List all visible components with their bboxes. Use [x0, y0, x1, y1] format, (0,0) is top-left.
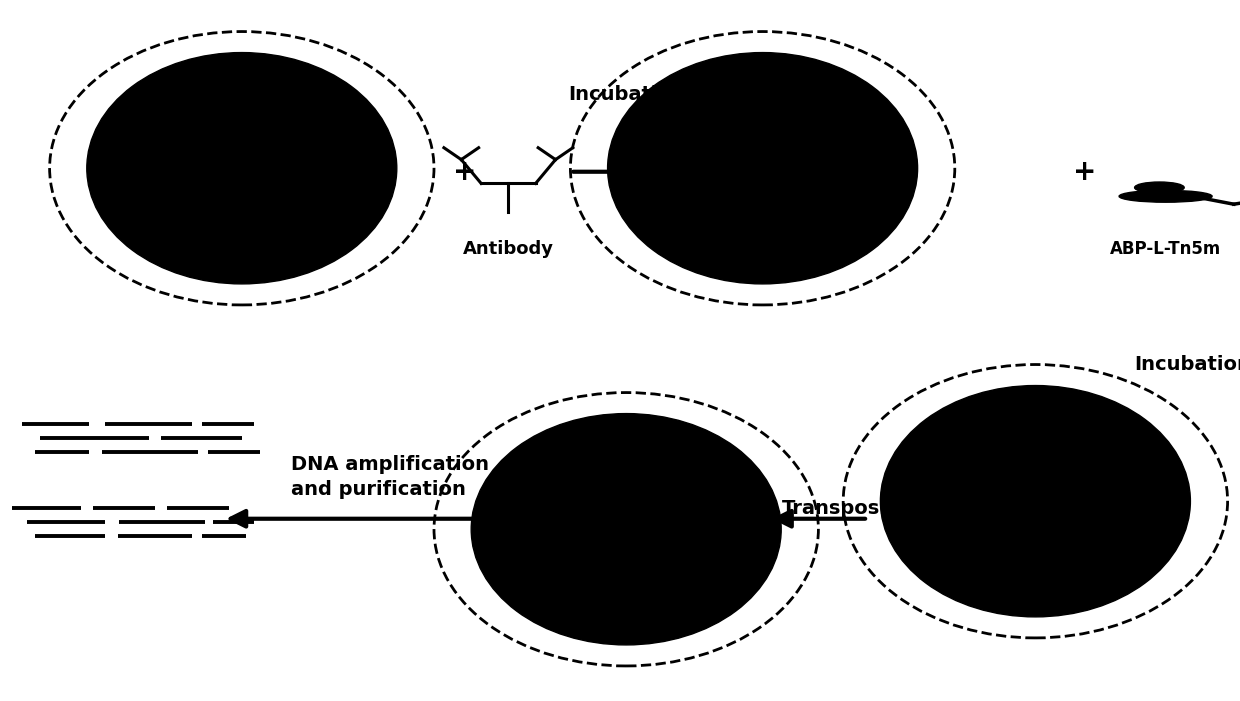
Text: ABP-L-Tn5m: ABP-L-Tn5m: [1110, 240, 1221, 258]
Text: Incubation: Incubation: [568, 85, 684, 104]
Ellipse shape: [1118, 191, 1211, 202]
Ellipse shape: [880, 386, 1190, 617]
Text: Transposition: Transposition: [781, 498, 930, 518]
Text: DNA amplification
and purification: DNA amplification and purification: [291, 455, 490, 498]
Ellipse shape: [1135, 182, 1184, 193]
Ellipse shape: [471, 414, 781, 645]
Text: +: +: [454, 158, 476, 186]
Ellipse shape: [87, 53, 397, 284]
Text: +: +: [1074, 158, 1096, 186]
Ellipse shape: [608, 53, 918, 284]
Text: Antibody: Antibody: [463, 240, 554, 258]
Text: Incubation: Incubation: [1135, 355, 1240, 374]
